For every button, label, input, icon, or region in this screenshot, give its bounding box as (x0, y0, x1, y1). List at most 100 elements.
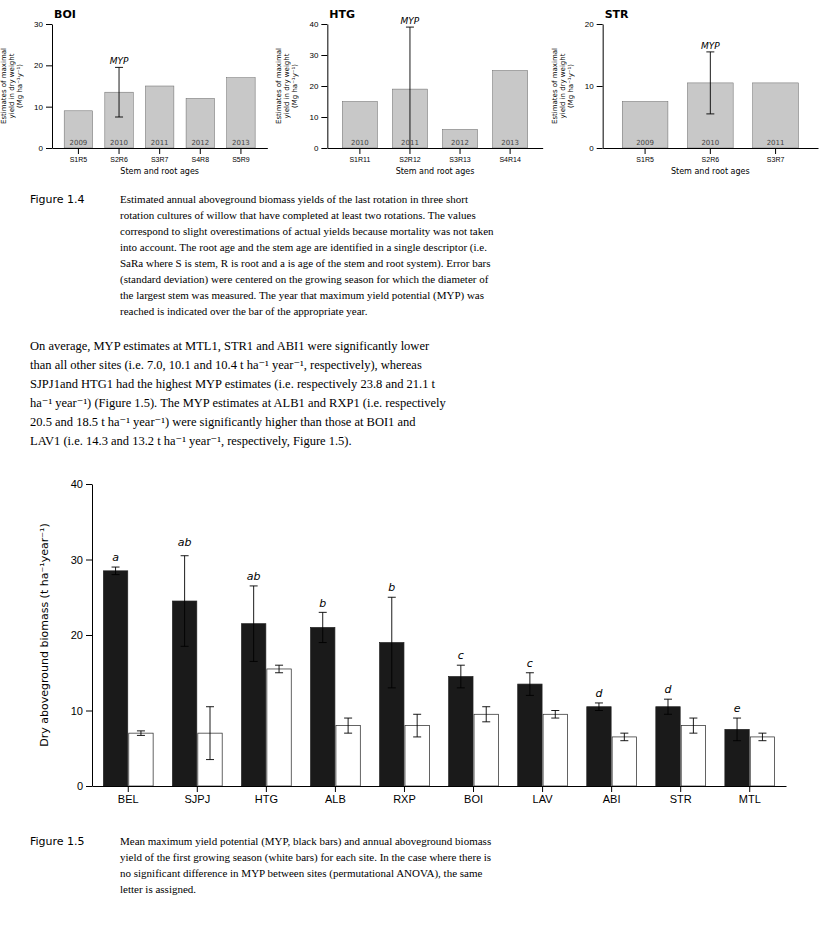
tick-mark (775, 148, 776, 154)
bar (227, 78, 255, 148)
error-bar (137, 731, 145, 736)
annotation: MYP (110, 56, 129, 66)
tick-label: 30 (71, 554, 83, 566)
tick-mark (542, 786, 543, 792)
caption-line: (standard deviation) were centered on th… (120, 273, 489, 286)
tick-label: RXP (393, 793, 416, 805)
tick-mark (321, 86, 327, 87)
tick-mark (86, 560, 92, 561)
axis-line (327, 25, 328, 149)
tick-mark (266, 786, 267, 792)
caption-line: correspond to slight overestimations of … (120, 225, 494, 237)
caption-label: Figure 1.4 (30, 193, 85, 206)
tick-label: 30 (34, 20, 43, 29)
error-bar (664, 699, 672, 714)
bar (267, 669, 291, 786)
x-axis-title: Stem and root ages (671, 167, 750, 176)
x-tick: STR (670, 786, 692, 805)
error-bar (344, 718, 352, 733)
tick-label: 10 (309, 113, 318, 122)
y-axis: 0102030 (34, 20, 52, 153)
tick-mark (240, 148, 241, 154)
tick-label: S5R9 (232, 156, 250, 163)
tick-label: 30 (309, 51, 318, 60)
y-tick: 0 (314, 144, 327, 153)
y-axis-title: Estimates of maximalyield in dry weight(… (0, 48, 24, 124)
y-axis-title: Estimates of maximalyield in dry weight(… (275, 48, 299, 124)
x-tick: MTL (739, 786, 761, 805)
x-axis: S1R5S2R6S3R7 (603, 148, 818, 163)
tick-mark (749, 786, 750, 792)
tick-mark (710, 148, 711, 154)
bar-label: 2010 (701, 139, 719, 147)
y-tick: 10 (585, 82, 603, 91)
error-bar (112, 567, 120, 575)
tick-label: S4R8 (192, 156, 210, 163)
bar (443, 129, 478, 148)
chart-title: HTG (329, 8, 355, 21)
y-tick: 20 (71, 629, 92, 641)
x-tick: S3R7 (767, 148, 785, 163)
caption: Figure 1.5Mean maximum yield potential (… (30, 835, 491, 895)
tick-label: 0 (314, 144, 319, 153)
error-bar (406, 27, 414, 148)
tick-label: S3R13 (449, 156, 471, 163)
tick-label: 20 (71, 629, 83, 641)
small-chart: 0102030S1R5S2R6S3R7S4R8S5R92009201020112… (0, 8, 268, 176)
x-axis: BELSJPJHTGALBRXPBOILAVABISTRMTL (93, 786, 787, 805)
group-letter: d (665, 683, 673, 696)
caption-line: rotation cultures of willow that have co… (120, 209, 476, 221)
y-tick: 10 (309, 113, 327, 122)
x-tick: LAV (533, 786, 554, 805)
group-letter: ab (247, 570, 261, 583)
x-tick: S4R8 (192, 148, 210, 163)
error-bar (706, 52, 714, 114)
error-bar (250, 586, 258, 662)
caption-label: Figure 1.5 (30, 835, 85, 848)
caption-line: reached is indicated over the bar of the… (120, 305, 368, 317)
x-axis-title: Stem and root ages (396, 167, 475, 176)
bar-label: 2010 (351, 139, 369, 147)
y-axis: 010203040 (71, 478, 93, 792)
tick-label: MTL (739, 793, 761, 805)
tick-label: S3R7 (151, 156, 169, 163)
caption-line: the largest stem was measured. The year … (120, 289, 484, 302)
caption-line: into account. The root age and the stem … (120, 241, 487, 254)
y-axis-title: Dry aboveground biomass (t ha⁻¹year⁻¹) (38, 523, 51, 746)
plot-area (103, 556, 774, 786)
caption-line: no significant difference in MYP between… (120, 867, 483, 880)
tick-label: 10 (34, 103, 43, 112)
bar (474, 714, 498, 786)
tick-mark (46, 65, 52, 66)
bar (449, 677, 473, 786)
tick-mark (86, 484, 92, 485)
axis-line (92, 485, 93, 787)
tick-mark (78, 148, 79, 154)
error-bar (457, 665, 465, 688)
error-bar (319, 612, 327, 642)
caption-line: yield of the first growing season (white… (120, 851, 491, 864)
tick-label: S1R5 (70, 156, 88, 163)
error-bar (115, 67, 123, 117)
group-letter: d (595, 687, 603, 700)
tick-mark (645, 148, 646, 154)
group-letter: b (319, 597, 326, 610)
y-tick: 30 (309, 51, 327, 60)
tick-mark (680, 786, 681, 792)
tick-label: S2R6 (110, 156, 128, 163)
y-tick: 40 (309, 20, 327, 29)
tick-mark (119, 148, 120, 154)
y-tick: 20 (309, 82, 327, 91)
bar-label: 2011 (151, 139, 169, 147)
x-tick: S1R5 (636, 148, 654, 163)
bar-label: 2011 (767, 139, 785, 147)
error-bar (595, 703, 603, 711)
tick-mark (321, 55, 327, 56)
tick-mark (321, 148, 327, 149)
tick-mark (46, 24, 52, 25)
bar-label: 2012 (451, 139, 469, 147)
x-tick: SJPJ (184, 786, 210, 805)
x-tick: S3R7 (151, 148, 169, 163)
small-chart: 01020S1R5S2R6S3R7200920102011STRMYPStem … (551, 8, 819, 176)
tick-mark (86, 786, 92, 787)
